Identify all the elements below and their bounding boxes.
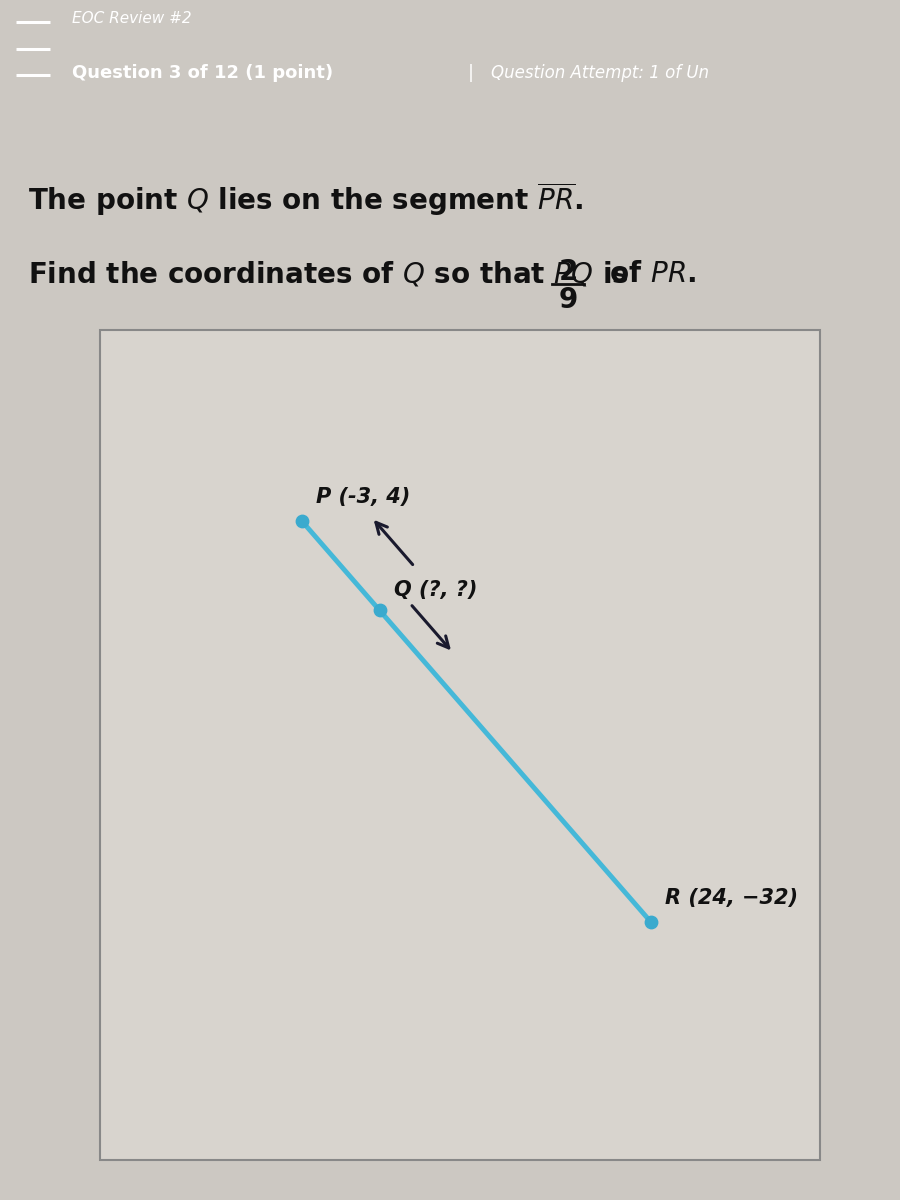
Text: Find the coordinates of $Q$ so that $PQ$ is: Find the coordinates of $Q$ so that $PQ$… (28, 260, 629, 289)
Text: Question 3 of 12 (1 point): Question 3 of 12 (1 point) (72, 65, 333, 83)
Text: The point $Q$ lies on the segment $\overline{PR}$.: The point $Q$ lies on the segment $\over… (28, 180, 583, 218)
Bar (100, 330, 820, 1160)
Text: R (24, −32): R (24, −32) (665, 888, 797, 908)
Text: of $PR$.: of $PR$. (600, 260, 697, 288)
Text: Question Attempt: 1 of Un: Question Attempt: 1 of Un (491, 65, 708, 83)
Point (373, 601, 387, 620)
Text: EOC Review #2: EOC Review #2 (72, 11, 192, 26)
Text: P (-3, 4): P (-3, 4) (316, 487, 410, 508)
Point (295, 511, 310, 530)
Text: |: | (468, 65, 474, 83)
Text: 2: 2 (558, 258, 578, 286)
Text: Q (?, ?): Q (?, ?) (393, 581, 477, 600)
Text: 9: 9 (558, 286, 578, 314)
Point (644, 912, 658, 931)
